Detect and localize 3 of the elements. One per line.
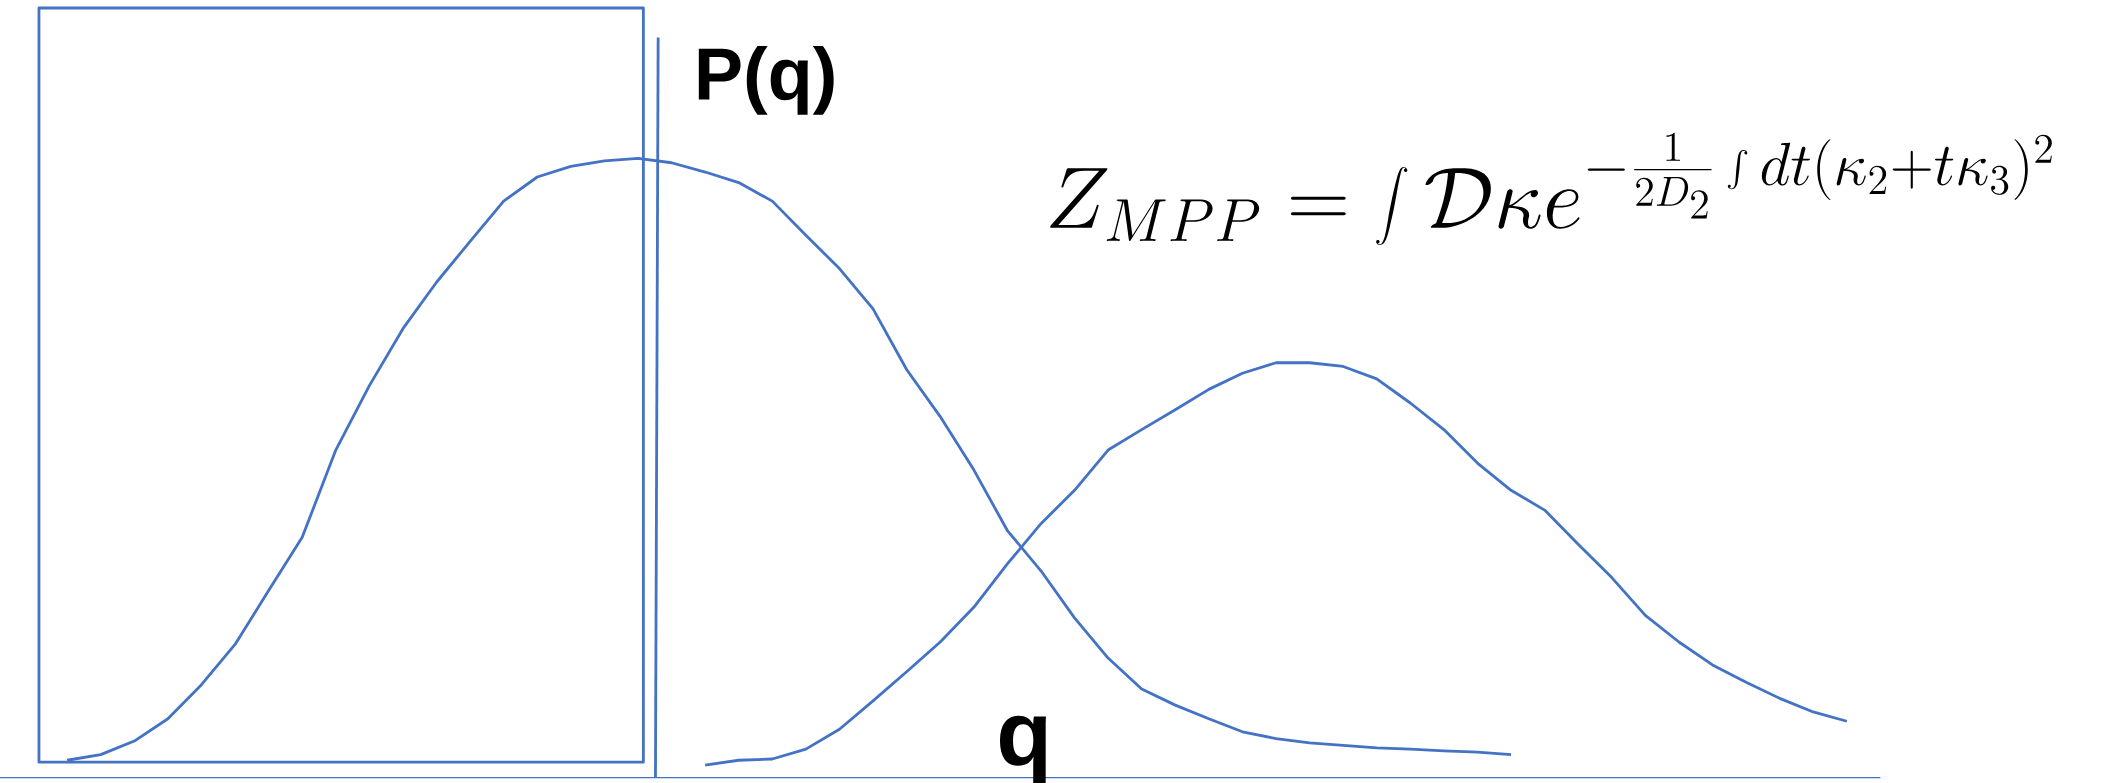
x-axis-title: q: [999, 715, 1046, 783]
y-axis-title: P(q): [698, 46, 834, 115]
annotation: $Z_{MPP} = \int \mathcal{D}\kappa e^{-\frac{1}{2D_2}\int dt(\kappa_2+t\kappa_3)^2}$: [1050, 132, 2052, 246]
